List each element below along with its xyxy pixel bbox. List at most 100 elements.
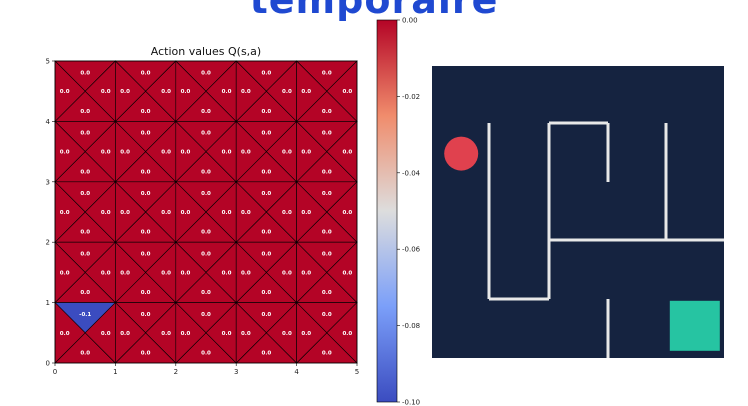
q-triangle-left: [175, 120, 207, 183]
q-value-label: 0.0: [101, 210, 111, 216]
q-value-label: 0.0: [282, 150, 292, 156]
q-value-label: 0.0: [282, 89, 292, 95]
q-value-label: 0.0: [262, 230, 272, 236]
q-value-label: 0.0: [301, 210, 311, 216]
q-value-label: 0.0: [262, 290, 272, 296]
q-value-label: 0.0: [282, 210, 292, 216]
q-value-label: 0.0: [141, 70, 151, 76]
agent-marker: [444, 136, 479, 171]
q-value-label: 0.0: [342, 89, 352, 95]
q-value-label: 0.0: [322, 169, 332, 175]
q-value-label: 0.0: [241, 210, 251, 216]
q-value-label: 0.0: [241, 270, 251, 276]
q-value-label: 0.0: [241, 89, 251, 95]
q-value-label: 0.0: [262, 251, 272, 257]
colorbar-tick-label: -0.06: [402, 246, 421, 254]
q-value-label: 0.0: [141, 290, 151, 296]
q-value-label: 0.0: [120, 89, 130, 95]
q-value-label: 0.0: [120, 270, 130, 276]
q-value-label: 0.0: [301, 331, 311, 337]
q-value-label: 0.0: [201, 131, 211, 137]
q-value-label: 0.0: [222, 331, 232, 337]
q-value-label: 0.0: [262, 312, 272, 318]
colorbar-gradient: [376, 19, 398, 403]
q-value-label: 0.0: [80, 351, 90, 357]
x-tick-label: 3: [234, 368, 238, 376]
q-triangle-left: [235, 120, 267, 183]
q-value-label: 0.0: [241, 150, 251, 156]
q-value-label: 0.0: [201, 191, 211, 197]
q-value-label: -0.1: [79, 312, 91, 318]
q-value-label: 0.0: [181, 89, 191, 95]
q-triangle-left: [296, 60, 328, 123]
q-value-label: 0.0: [241, 331, 251, 337]
plot-frame: [54, 60, 358, 364]
q-triangle-left: [235, 181, 267, 243]
q-triangle-left: [115, 60, 147, 123]
x-tick-label: 4: [294, 368, 299, 376]
q-value-label: 0.0: [342, 331, 352, 337]
heading-title: temporaire: [249, 0, 499, 22]
q-value-label: 0.0: [161, 331, 171, 337]
q-value-label: 0.0: [101, 270, 111, 276]
q-value-label: 0.0: [60, 270, 70, 276]
q-value-label: 0.0: [80, 251, 90, 257]
q-value-label: 0.0: [222, 210, 232, 216]
q-value-label: 0.0: [222, 150, 232, 156]
q-value-label: 0.0: [141, 191, 151, 197]
q-value-label: 0.0: [201, 70, 211, 76]
q-value-label: 0.0: [141, 351, 151, 357]
y-tick-label: 3: [46, 178, 50, 186]
q-value-label: 0.0: [301, 150, 311, 156]
q-value-label: 0.0: [141, 251, 151, 257]
q-value-label: 0.0: [322, 131, 332, 137]
q-value-label: 0.0: [161, 270, 171, 276]
q-value-label: 0.0: [262, 169, 272, 175]
q-value-label: 0.0: [201, 290, 211, 296]
q-value-label: 0.0: [141, 131, 151, 137]
x-tick-label: 5: [355, 368, 359, 376]
chart-title: Action values Q(s,a): [151, 45, 261, 58]
q-value-label: 0.0: [322, 230, 332, 236]
y-tick-label: 0: [46, 360, 50, 368]
q-value-label: 0.0: [141, 230, 151, 236]
q-value-label: 0.0: [120, 210, 130, 216]
q-triangle-left: [175, 301, 207, 364]
q-value-label: 0.0: [80, 290, 90, 296]
q-value-label: 0.0: [201, 312, 211, 318]
q-value-label: 0.0: [120, 150, 130, 156]
q-value-label: 0.0: [262, 70, 272, 76]
q-value-label: 0.0: [201, 230, 211, 236]
x-tick-label: 1: [113, 368, 117, 376]
q-value-label: 0.0: [262, 351, 272, 357]
q-value-label: 0.0: [101, 331, 111, 337]
q-value-label: 0.0: [80, 70, 90, 76]
q-value-label: 0.0: [141, 109, 151, 115]
q-value-label: 0.0: [201, 251, 211, 257]
q-triangle-left: [115, 181, 147, 243]
q-value-label: 0.0: [80, 131, 90, 137]
q-triangle-left: [296, 301, 328, 364]
q-value-label: 0.0: [301, 270, 311, 276]
colorbar-tick-label: -0.10: [402, 399, 420, 406]
colorbar-tick-label: -0.08: [402, 322, 420, 330]
q-value-label: 0.0: [181, 150, 191, 156]
q-value-label: 0.0: [141, 169, 151, 175]
q-triangle-left: [115, 120, 147, 183]
q-value-label: 0.0: [201, 351, 211, 357]
q-value-label: 0.0: [262, 109, 272, 115]
q-value-label: 0.0: [60, 210, 70, 216]
q-value-label: 0.0: [342, 270, 352, 276]
y-tick-label: 1: [46, 299, 50, 307]
q-value-label: 0.0: [342, 210, 352, 216]
q-value-label: 0.0: [301, 89, 311, 95]
q-triangle-left: [296, 241, 328, 304]
q-value-label: 0.0: [60, 331, 70, 337]
q-value-label: 0.0: [161, 89, 171, 95]
q-value-heatmap: Action values Q(s,a) 0.0 0.0 0.0 0.0 0.0 0.0 0.…: [46, 45, 360, 376]
q-triangle-left: [296, 181, 328, 243]
q-value-label: 0.0: [60, 150, 70, 156]
q-value-label: 0.0: [120, 331, 130, 337]
q-value-label: 0.0: [141, 312, 151, 318]
q-value-label: 0.0: [322, 312, 332, 318]
